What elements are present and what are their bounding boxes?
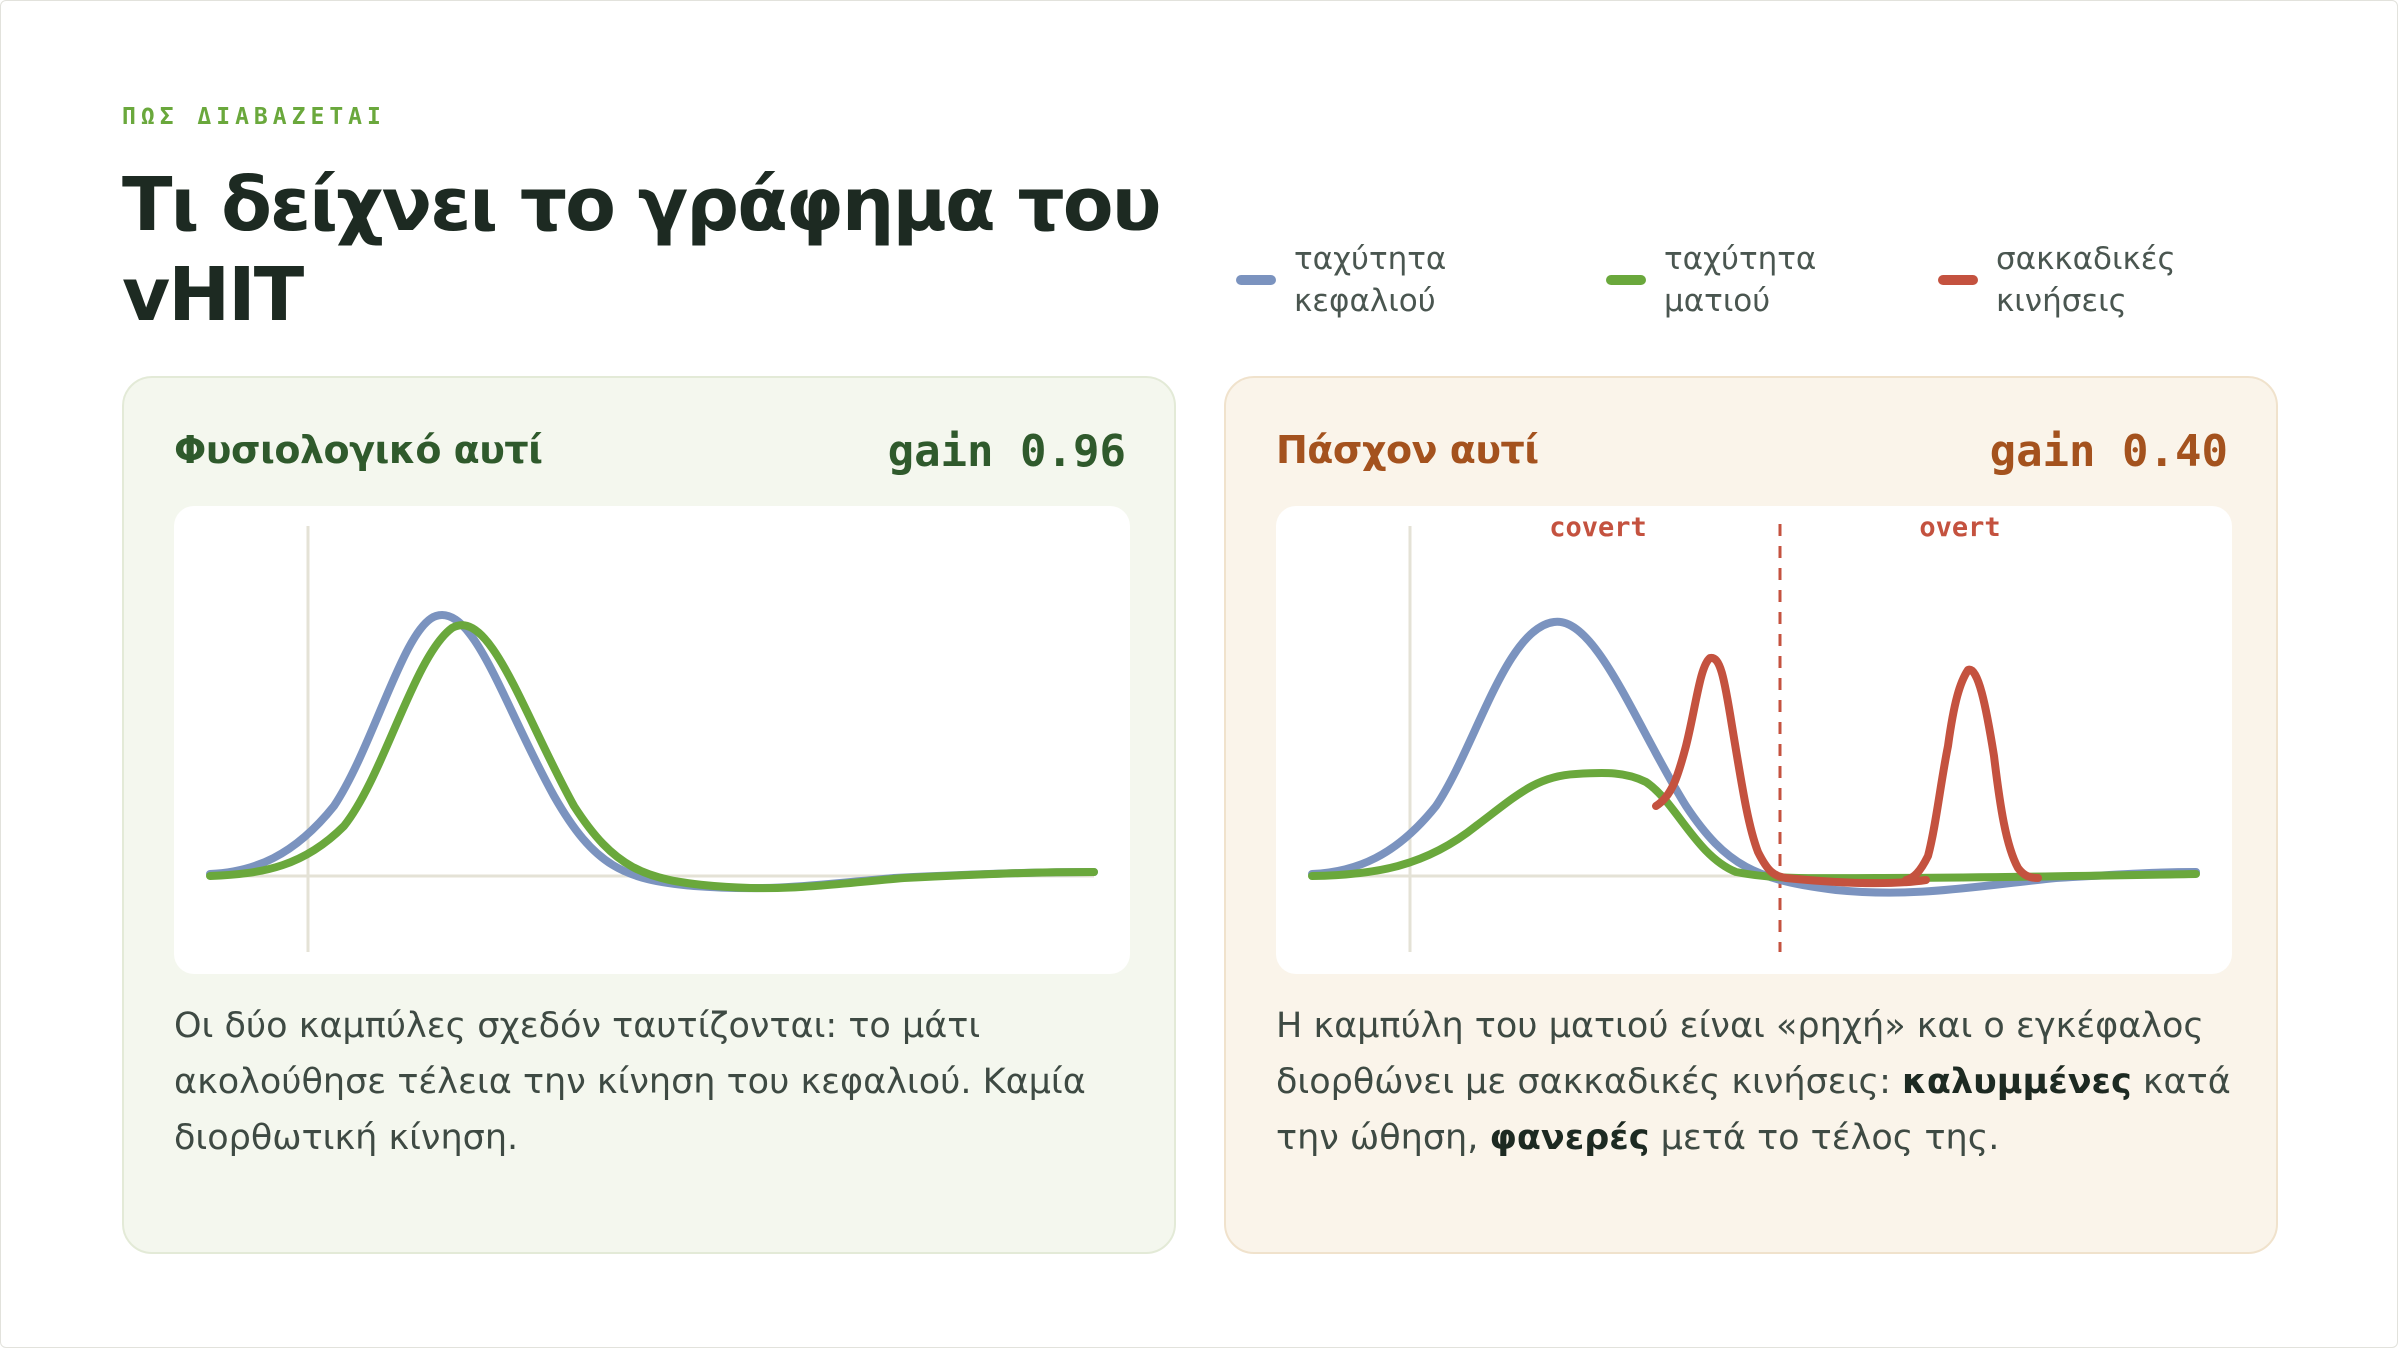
head-velocity-curve <box>206 611 1098 893</box>
legend-label-head: ταχύτητα κεφαλιού <box>1294 241 1447 319</box>
legend-item-saccades: σακκαδικές κινήσεις <box>1938 238 2196 322</box>
plot-normal-svg <box>206 526 1098 952</box>
card-title-pathological: Πάσχον αυτί <box>1276 428 1539 472</box>
legend: ταχύτητα κεφαλιού ταχύτητα ματιού σακκαδ… <box>0 238 2400 328</box>
legend-item-eye-velocity: ταχύτητα ματιού <box>1606 238 1864 322</box>
eye-velocity-curve <box>206 621 1098 893</box>
covert-saccade-curve <box>1652 653 1930 888</box>
description-bold-overt: φανερές <box>1489 1118 1650 1158</box>
legend-item-head-velocity: ταχύτητα κεφαλιού <box>1236 238 1494 322</box>
card-title-normal: Φυσιολογικό αυτί <box>174 428 543 472</box>
legend-label-saccades: σακκαδικές κινήσεις <box>1996 241 2176 319</box>
description-text-2: κατά την ώθηση, <box>1276 1062 2231 1158</box>
description-text-3: μετά το τέλος της. <box>1649 1118 2000 1158</box>
overt-saccade-curve <box>1902 665 2042 884</box>
eyebrow-label: ΠΩΣ ΔΙΑΒΑΖΕΤΑΙ <box>122 104 386 130</box>
card-description-pathological: Η καμπύλη του ματιού είναι «ρηχή» και ο … <box>1276 998 2236 1166</box>
page-title: Τι δείχνει το γράφημα του vHIT <box>122 162 1162 338</box>
eye-velocity-curve <box>1308 768 2200 883</box>
card-pathological-ear: Πάσχον αυτί gain 0.40 covert overt Η καμ… <box>1224 376 2278 1254</box>
card-description-normal: Οι δύο καμπύλες σχεδόν ταυτίζονται: το μ… <box>174 1006 1086 1158</box>
legend-label-eye: ταχύτητα ματιού <box>1664 241 1817 319</box>
plot-pathological: covert overt <box>1276 506 2232 974</box>
legend-swatch-head <box>1236 275 1276 285</box>
plot-pathological-svg: covert overt <box>1308 512 2200 952</box>
annotation-overt: overt <box>1919 512 2000 543</box>
gain-value-pathological: gain 0.40 <box>1989 426 2228 477</box>
gain-value-normal: gain 0.96 <box>887 426 1126 477</box>
description-text-1: Η καμπύλη του ματιού είναι «ρηχή» και ο … <box>1276 1006 2204 1102</box>
card-normal-ear: Φυσιολογικό αυτί gain 0.96 Οι δύο καμπύλ… <box>122 376 1176 1254</box>
legend-swatch-eye <box>1606 275 1646 285</box>
plot-normal <box>174 506 1130 974</box>
legend-swatch-saccades <box>1938 275 1978 285</box>
annotation-covert: covert <box>1549 512 1647 543</box>
description-bold-covert: καλυμμένες <box>1902 1062 2132 1102</box>
